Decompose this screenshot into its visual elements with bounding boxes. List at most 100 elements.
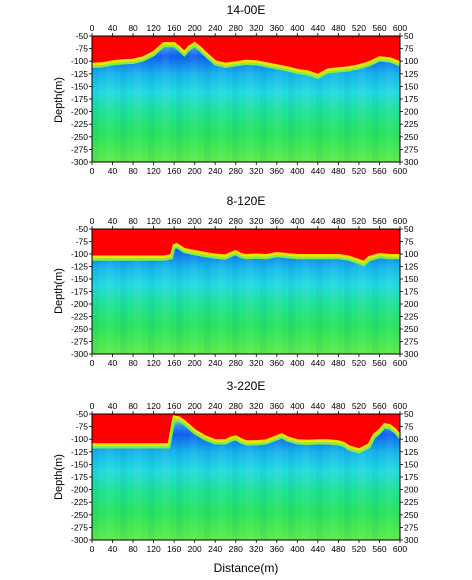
y-tick-label: -200 (71, 299, 88, 309)
streak (204, 36, 211, 162)
streak (302, 229, 309, 354)
x-tick-label: 560 (372, 358, 386, 368)
x-tick-label: 120 (147, 23, 161, 33)
x-tick-label: 560 (372, 23, 386, 33)
x-tick-label: 520 (352, 358, 366, 368)
panel-title: 14-00E (227, 3, 266, 17)
y-tick-label: -275 (71, 522, 88, 532)
y-ticks-right: 50 75 100 125 150 175 200 225 250 275 300 (400, 409, 418, 545)
x-tick-label: 240 (208, 23, 222, 33)
x-axis-label: Distance(m) (214, 561, 279, 575)
y-tick-label: -175 (71, 94, 88, 104)
x-tick-label: 360 (270, 544, 284, 554)
streak (316, 36, 323, 162)
x-tick-label: 520 (352, 166, 366, 176)
x-tick-label: 400 (290, 166, 304, 176)
y-tick-label: -200 (71, 485, 88, 495)
x-ticks-bottom: 0 40 80 120 160 200 240 280 320 360 400 440 480 520 56… (90, 540, 407, 554)
x-tick-label: 160 (167, 23, 181, 33)
y-tick-label: -250 (71, 510, 88, 520)
heatmap-plot (91, 228, 401, 355)
x-tick-label: 120 (147, 401, 161, 411)
red-zone (92, 36, 400, 74)
y-tick-label: 175 (404, 287, 418, 297)
streak (148, 414, 155, 540)
x-tick-label: 400 (290, 358, 304, 368)
streak (316, 229, 323, 354)
plot-frame (91, 35, 401, 163)
x-tick-label: 120 (147, 358, 161, 368)
plot-frame (91, 413, 401, 541)
y-ticks-left: -50 -75 -100 -125 -150 -175 -200 -225 -250 -275 -3… (71, 31, 92, 167)
y-tick-label: -200 (71, 107, 88, 117)
x-tick-label: 400 (290, 23, 304, 33)
streak (386, 36, 393, 162)
x-tick-label: 160 (167, 166, 181, 176)
x-tick-label: 40 (108, 544, 118, 554)
y-tick-label: -125 (71, 262, 88, 272)
y-axis-label: Depth(m) (53, 268, 65, 314)
x-tick-label: 400 (290, 401, 304, 411)
y-tick-label: 50 (404, 31, 414, 41)
y-tick-label: 150 (404, 81, 418, 91)
streak (344, 414, 351, 540)
streak (120, 414, 127, 540)
y-tick-label: 300 (404, 349, 418, 359)
x-tick-label: 0 (90, 544, 95, 554)
x-tick-label: 520 (352, 401, 366, 411)
yellow-edge (92, 415, 402, 452)
x-tick-label: 120 (147, 166, 161, 176)
y-axis-label: Depth(m) (53, 454, 65, 500)
x-tick-label: 560 (372, 166, 386, 176)
x-tick-label: 80 (128, 216, 138, 226)
x-tick-label: 480 (331, 544, 345, 554)
streak (302, 414, 309, 540)
streak (260, 229, 267, 354)
x-tick-label: 280 (229, 166, 243, 176)
x-tick-label: 360 (270, 401, 284, 411)
y-tick-label: -300 (71, 157, 88, 167)
heatmap-plot (91, 35, 401, 163)
x-tick-label: 40 (108, 23, 118, 33)
vertical-streaks (92, 229, 393, 354)
x-tick-label: 560 (372, 401, 386, 411)
streak (358, 229, 365, 354)
x-ticks-top: 0 40 80 120 160 200 240 280 320 360 400 440 480 520 56… (90, 401, 407, 414)
streak (372, 229, 379, 354)
streak (218, 229, 225, 354)
x-tick-label: 160 (167, 216, 181, 226)
x-tick-label: 240 (208, 544, 222, 554)
streak (274, 414, 281, 540)
y-ticks-left: -50 -75 -100 -125 -150 -175 -200 -225 -250 -275 -3… (71, 224, 92, 359)
x-tick-label: 80 (128, 358, 138, 368)
streak (386, 414, 393, 540)
yellow-edge (92, 242, 400, 265)
y-tick-label: -50 (76, 409, 89, 419)
y-tick-label: 100 (404, 56, 418, 66)
x-tick-label: 400 (290, 544, 304, 554)
streak (232, 414, 239, 540)
streak (232, 36, 239, 162)
x-tick-label: 360 (270, 358, 284, 368)
streak (274, 229, 281, 354)
y-tick-label: 200 (404, 299, 418, 309)
streak (190, 229, 197, 354)
heatmap-plot (91, 413, 402, 541)
x-ticks-top: 0 40 80 120 160 200 240 280 320 360 400 440 480 520 56… (90, 216, 407, 229)
x-tick-label: 200 (188, 401, 202, 411)
y-tick-label: 125 (404, 262, 418, 272)
panel-title: 3-220E (227, 379, 266, 393)
streak (106, 229, 113, 354)
x-tick-label: 280 (229, 358, 243, 368)
x-tick-label: 440 (311, 23, 325, 33)
x-tick-label: 320 (249, 216, 263, 226)
streak (358, 36, 365, 162)
streak (330, 414, 337, 540)
y-tick-label: -75 (76, 422, 89, 432)
streak (176, 414, 183, 540)
y-tick-label: -150 (71, 81, 88, 91)
streak (162, 229, 169, 354)
x-tick-label: 360 (270, 216, 284, 226)
x-tick-label: 320 (249, 23, 263, 33)
y-tick-label: 250 (404, 510, 418, 520)
